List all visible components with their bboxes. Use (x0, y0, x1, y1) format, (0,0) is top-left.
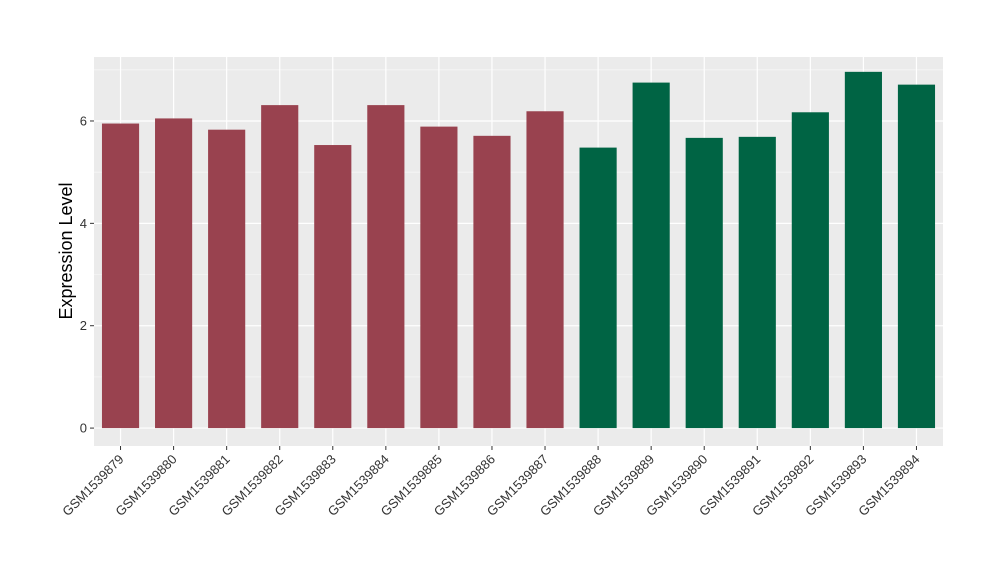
bar-GSM1539894 (897, 84, 936, 429)
bar-GSM1539891 (738, 136, 776, 429)
bar-GSM1539881 (208, 129, 246, 429)
bar-GSM1539880 (155, 118, 193, 429)
y-axis: 0 2 4 6 (80, 113, 94, 436)
bar-series (101, 71, 936, 429)
bar-GSM1539888 (579, 147, 617, 429)
x-axis: GSM1539879GSM1539880GSM1539881GSM1539882… (59, 446, 923, 519)
bar-GSM1539884 (367, 105, 405, 429)
y-tick-label: 4 (80, 216, 87, 231)
bar-GSM1539886 (473, 135, 511, 429)
bar-GSM1539887 (526, 111, 564, 429)
bar-GSM1539892 (791, 112, 829, 429)
bar-GSM1539890 (685, 137, 723, 429)
y-tick-label: 6 (80, 113, 87, 128)
y-tick-label: 2 (80, 318, 87, 333)
bar-GSM1539883 (314, 145, 352, 429)
y-axis-title: Expression Level (56, 182, 76, 319)
bar-GSM1539893 (844, 71, 882, 429)
bar-GSM1539882 (261, 105, 299, 429)
bar-GSM1539879 (101, 123, 140, 429)
y-tick-label: 0 (80, 421, 87, 436)
bar-GSM1539885 (420, 126, 458, 429)
bar-GSM1539889 (632, 82, 670, 429)
